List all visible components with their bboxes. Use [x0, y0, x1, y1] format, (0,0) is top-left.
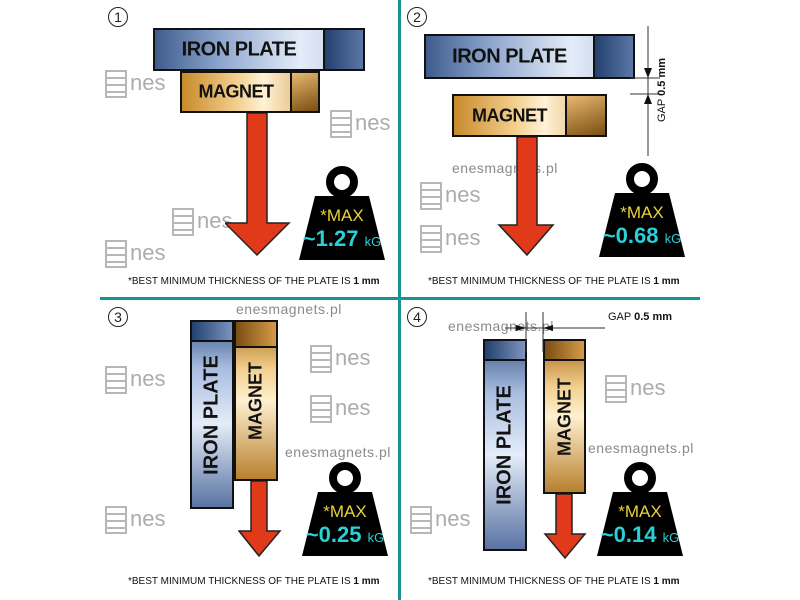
force-arrow — [543, 494, 587, 560]
enes-logo-watermark: nes — [105, 240, 165, 269]
iron-plate-label: IRON PLATE — [181, 38, 297, 60]
footnote: *BEST MINIMUM THICKNESS OF THE PLATE IS … — [128, 576, 380, 587]
magnet: MAGNET — [543, 339, 586, 494]
watermark-url: enesmagnets.pl — [236, 301, 342, 317]
iron-plate-label: IRON PLATE — [200, 354, 223, 475]
enes-logo-watermark: nes — [420, 225, 480, 254]
watermark-url: enesmagnets.pl — [285, 444, 391, 460]
force-arrow — [497, 137, 555, 257]
iron-plate-label: IRON PLATE — [493, 385, 516, 505]
max-label: *MAX — [323, 502, 367, 521]
vertical-divider — [398, 0, 401, 600]
footnote: *BEST MINIMUM THICKNESS OF THE PLATE IS … — [428, 276, 680, 287]
iron-plate: IRON PLATE — [424, 34, 635, 79]
iron-plate-label: IRON PLATE — [452, 45, 567, 67]
footnote: *BEST MINIMUM THICKNESS OF THE PLATE IS … — [128, 276, 380, 287]
magnet: MAGNET — [234, 320, 278, 481]
max-force-value: ~1.27 kG — [302, 226, 382, 251]
enes-logo-watermark: nes — [105, 366, 165, 395]
max-label: *MAX — [618, 502, 662, 521]
magnet: MAGNET — [180, 71, 320, 113]
iron-plate: IRON PLATE — [483, 339, 527, 551]
enes-logo-watermark: nes — [105, 506, 165, 535]
gap-dimension — [505, 312, 605, 352]
magnet-label: MAGNET — [554, 377, 574, 456]
max-force-value: ~0.14 kG — [600, 522, 680, 547]
magnet-label: MAGNET — [472, 105, 548, 125]
magnet-label: MAGNET — [198, 81, 275, 102]
panel-number: 1 — [108, 7, 128, 27]
watermark-url: enesmagnets.pl — [448, 318, 554, 334]
gap-dimension — [630, 26, 660, 156]
max-force-value: ~0.68 kG — [602, 223, 682, 248]
magnet: MAGNET — [452, 94, 607, 137]
panel-number: 3 — [108, 307, 128, 327]
watermark-url: enesmagnets.pl — [588, 440, 694, 456]
enes-logo-watermark: nes — [410, 506, 470, 535]
gap-label: GAP 0.5 mm — [608, 311, 673, 323]
force-arrow — [238, 481, 282, 558]
weight: *MAX ~0.14 kG — [595, 462, 685, 558]
panel-number: 2 — [407, 7, 427, 27]
enes-logo-watermark: nes — [330, 110, 390, 139]
enes-logo-watermark: nes — [420, 182, 480, 211]
gap-label: GAP 0.5 mm — [656, 57, 668, 122]
force-arrow — [225, 113, 291, 257]
enes-logo-watermark: nes — [310, 345, 370, 374]
enes-logo-watermark: nes — [310, 395, 370, 424]
enes-logo-watermark: nes — [172, 208, 232, 237]
max-label: *MAX — [320, 206, 364, 225]
footnote: *BEST MINIMUM THICKNESS OF THE PLATE IS … — [428, 576, 680, 587]
weight: *MAX ~0.68 kG — [597, 163, 687, 259]
enes-logo-watermark: nes — [105, 70, 165, 99]
enes-logo-watermark: nes — [605, 375, 665, 404]
magnet-label: MAGNET — [245, 361, 266, 440]
iron-plate: IRON PLATE — [153, 28, 365, 71]
panel-number: 4 — [407, 307, 427, 327]
weight: *MAX ~0.25 kG — [300, 462, 390, 558]
weight: *MAX ~1.27 kG — [297, 166, 387, 262]
max-label: *MAX — [620, 203, 664, 222]
horizontal-divider — [100, 297, 700, 300]
iron-plate: IRON PLATE — [190, 320, 234, 509]
max-force-value: ~0.25 kG — [305, 522, 385, 547]
